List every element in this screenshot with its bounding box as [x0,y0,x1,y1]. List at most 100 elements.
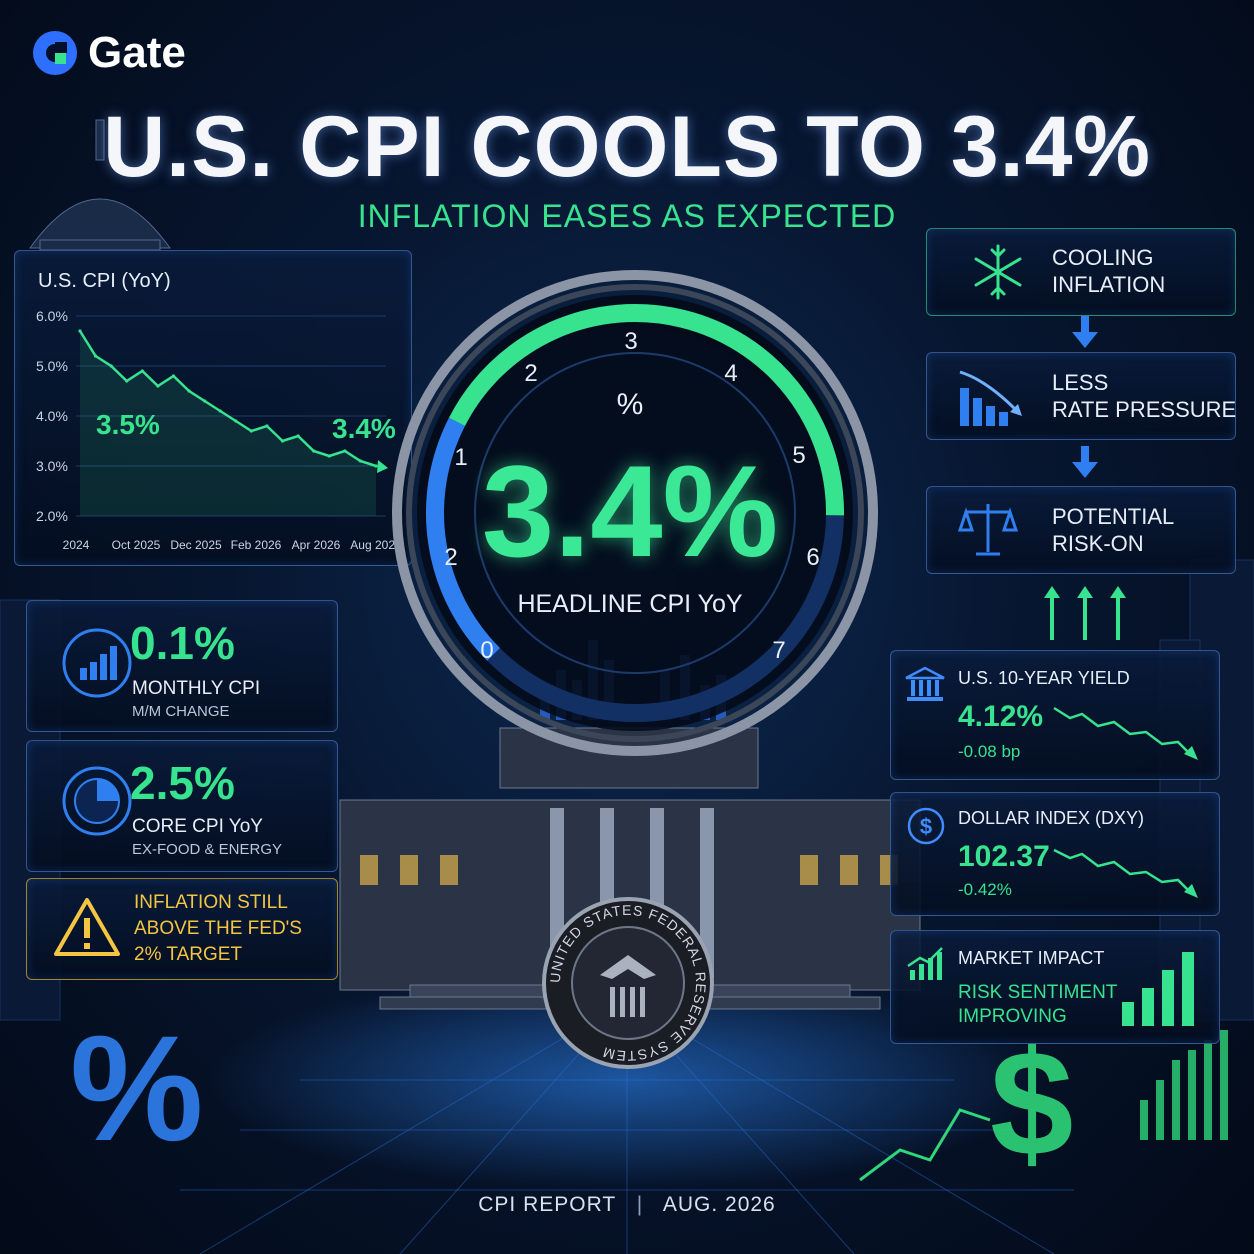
monthly-cpi-sublabel: M/M CHANGE [132,703,230,720]
cpi-data-point [187,389,191,393]
arrow-down-icon [1072,446,1098,478]
pie-chart-icon [62,766,132,836]
warning-line-3: 2% TARGET [134,944,243,965]
flow-1-line-1: COOLING [1052,245,1154,270]
gauge-tick-6: 6 [806,544,820,571]
gauge-tick-2: 2 [524,360,538,387]
monthly-cpi-value: 0.1% [130,617,235,669]
brand-name: Gate [88,28,186,77]
gauge-tick-3: 3 [624,328,638,355]
cpi-data-point [140,369,144,373]
cpi-data-point [296,434,300,438]
chart-y-tick-label: 5.0% [36,358,68,374]
federal-reserve-seal: UNITED STATES FEDERAL RESERVE SYSTEM [542,897,714,1069]
warning-line-1: INFLATION STILL [134,892,288,913]
dollar-symbol-decoration: $ [990,1019,1073,1187]
bank-icon [905,666,945,701]
cpi-data-point [265,424,269,428]
dollar-index-value: 102.37 [958,840,1050,873]
cpi-data-point [358,459,363,463]
chart-x-tick-label: 2024 [63,538,90,552]
market-impact-line-2: IMPROVING [958,1006,1067,1027]
cpi-data-point [109,364,113,368]
cpi-data-point [125,379,129,383]
snowflake-icon [974,244,1022,300]
chart-y-tick-label: 4.0% [36,408,68,424]
dollar-index-label: DOLLAR INDEX (DXY) [958,808,1145,828]
gauge-tick-4: 4 [724,360,738,387]
svg-text:$: $ [920,814,932,839]
cpi-data-point [249,429,253,433]
gauge-tick-2-left: 2 [444,544,458,571]
market-impact-label: MARKET IMPACT [958,948,1105,968]
chart-annotation: 3.5% [96,409,160,440]
chart-x-tick-label: Apr 2026 [292,538,341,552]
flow-3-line-2: RISK-ON [1052,531,1144,556]
cpi-data-point [156,384,160,388]
headline-cpi-value: 3.4% [481,438,779,584]
cpi-data-point [280,439,285,443]
trend-up-icon [907,947,943,980]
flow-2-line-2: RATE PRESSURE [1052,397,1237,422]
falling-bars-icon [959,370,1022,426]
chart-title: U.S. CPI (YoY) [38,270,171,292]
capitol-dome [29,119,171,251]
up-arrows-icon [1044,586,1126,641]
gauge-tick-1: 1 [454,444,468,471]
gate-logo-icon [33,31,77,75]
percent-symbol-decoration: % [70,1004,203,1172]
monthly-cpi-label: MONTHLY CPI [132,678,261,699]
bar-chart-icon [62,628,132,698]
chart-y-tick-label: 6.0% [36,308,68,324]
flow-2-text: LESS RATE PRESSURE [1052,369,1236,423]
gauge-tick-7: 7 [772,637,786,664]
fed-target-warning-card [26,878,338,980]
cpi-data-point [343,449,347,453]
core-cpi-value: 2.5% [130,757,235,809]
cpi-data-point [203,399,207,403]
dxy-trend-line [1053,848,1198,898]
warning-icon [54,898,120,956]
flow-potential-risk-on [926,486,1236,574]
dollar-coin-icon: $ [907,807,945,845]
dollar-index-card [890,792,1220,916]
cpi-trend-arrow [377,460,388,473]
flow-2-line-1: LESS [1052,370,1109,395]
cpi-chart-panel [14,250,412,566]
footer-report-date: AUG. 2026 [662,1193,776,1216]
cpi-data-point [234,419,238,423]
monthly-cpi-card [26,600,338,732]
treasury-yield-value: 4.12% [958,700,1044,733]
brand-logo: Gate [30,28,186,78]
headline-cpi-caption: HEADLINE CPI YoY [517,590,743,618]
gauge-tick-0: 0 [480,637,494,664]
flow-1-text: COOLING INFLATION [1052,244,1165,298]
flow-3-text: POTENTIAL RISK-ON [1052,503,1174,557]
flow-3-line-1: POTENTIAL [1052,504,1175,529]
core-cpi-sublabel: EX-FOOD & ENERGY [132,841,283,858]
chart-y-tick-label: 2.0% [36,508,68,524]
chart-x-tick-label: Oct 2025 [112,538,161,552]
yield-trend-line [1053,706,1198,760]
footer-report-name: CPI REPORT [478,1193,616,1216]
flow-cooling-inflation [926,228,1236,316]
core-cpi-label: CORE CPI YoY [132,816,263,837]
market-impact-line-1: RISK SENTIMENT [958,982,1118,1003]
cpi-data-point [171,374,176,378]
cpi-data-point [374,464,378,468]
warning-line-2: ABOVE THE FED'S [134,918,302,939]
page-subtitle: INFLATION EASES AS EXPECTED [357,198,897,234]
gauge-tick-5: 5 [792,442,806,469]
dollar-index-change: -0.42% [958,880,1012,899]
arrow-down-icon [1072,316,1098,348]
chart-x-tick-label: Aug 2026 [350,538,402,552]
treasury-yield-label: U.S. 10-YEAR YIELD [958,668,1130,688]
footer-divider: | [636,1193,644,1216]
gauge-unit: % [616,388,644,421]
flow-1-line-2: INFLATION [1052,272,1166,297]
cpi-data-point [78,329,82,333]
cpi-series-line [78,330,377,468]
cpi-data-point [327,454,331,458]
cpi-gauge [392,270,878,756]
